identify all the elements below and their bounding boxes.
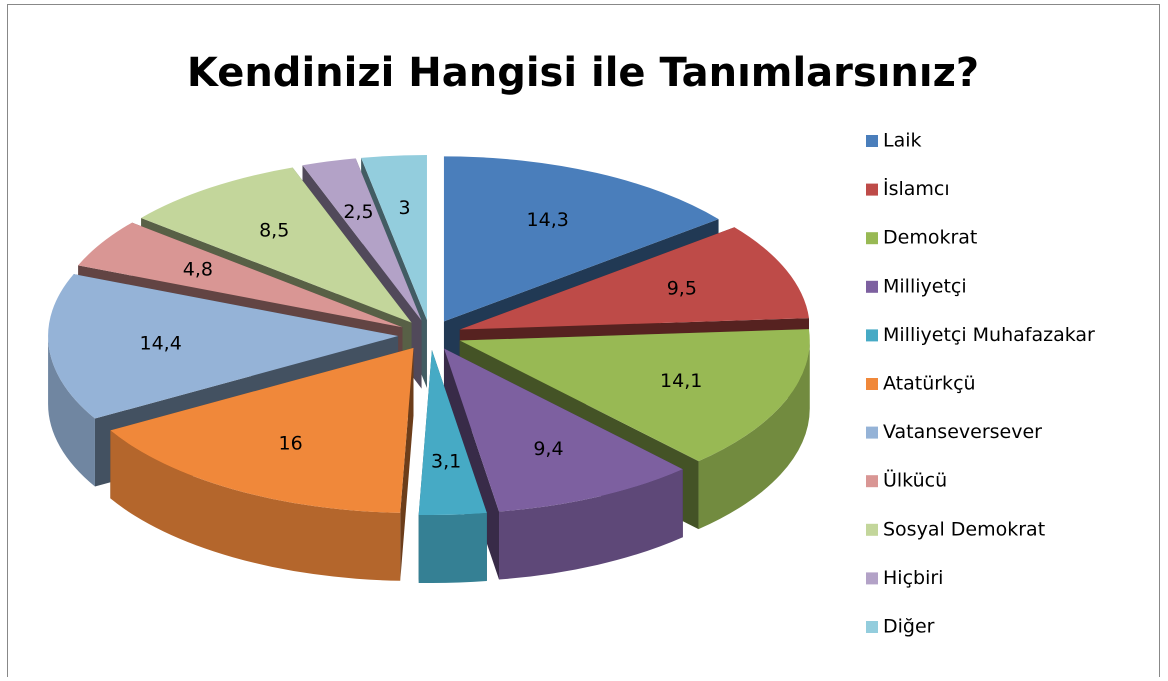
slice — [444, 348, 683, 512]
slice — [141, 167, 412, 323]
slice-side — [110, 430, 401, 581]
slice — [418, 350, 487, 516]
data-label: 8,5 — [259, 220, 289, 242]
legend-swatch — [866, 621, 878, 633]
slice — [48, 274, 399, 419]
legend-label: Ülkücü — [883, 469, 947, 492]
legend-swatch — [866, 183, 878, 196]
slice — [443, 156, 719, 322]
data-label: 3 — [398, 197, 410, 219]
legend-swatch — [866, 378, 878, 390]
slice-side — [499, 469, 683, 580]
legend-label: Hiçbiri — [883, 567, 943, 589]
legend-label: Demokrat — [883, 227, 977, 249]
legend-swatch — [866, 572, 878, 585]
data-label: 2,5 — [343, 201, 373, 223]
legend-label: İslamcı — [883, 177, 950, 200]
legend-swatch — [866, 329, 878, 342]
slice — [459, 329, 810, 462]
data-label: 9,5 — [667, 278, 697, 300]
legend-label: Laik — [883, 130, 922, 152]
slice — [302, 158, 422, 321]
slice-side — [418, 513, 487, 584]
data-label: 3,1 — [431, 451, 461, 473]
data-label: 9,4 — [533, 438, 563, 460]
legend-label: Atatürkçü — [883, 373, 976, 395]
legend-swatch — [866, 232, 878, 245]
data-label: 16 — [279, 433, 303, 455]
slice-side — [698, 340, 810, 530]
slice — [361, 154, 427, 320]
data-label: 14,4 — [139, 332, 181, 354]
legend-label: Diğer — [883, 616, 935, 638]
slice — [459, 227, 810, 330]
data-label: 4,8 — [183, 258, 213, 280]
legend-swatch — [866, 475, 878, 488]
legend-swatch — [866, 280, 878, 293]
slice-side — [48, 336, 95, 487]
slice — [78, 222, 403, 328]
data-label: 14,3 — [527, 209, 569, 231]
chart-title: Kendinizi Hangisi ile Tanımlarsınız? — [187, 50, 979, 96]
legend-swatch — [866, 426, 878, 439]
legend-label: Sosyal Demokrat — [883, 518, 1045, 540]
data-label: 14,1 — [660, 370, 702, 392]
legend-label: Milliyetçi — [883, 275, 967, 297]
legend-swatch — [866, 135, 878, 147]
legend-label: Vatanseversever — [883, 421, 1042, 443]
slice — [110, 347, 414, 513]
legend-label: Milliyetçi Muhafazakar — [883, 324, 1095, 346]
legend-swatch — [866, 523, 878, 536]
